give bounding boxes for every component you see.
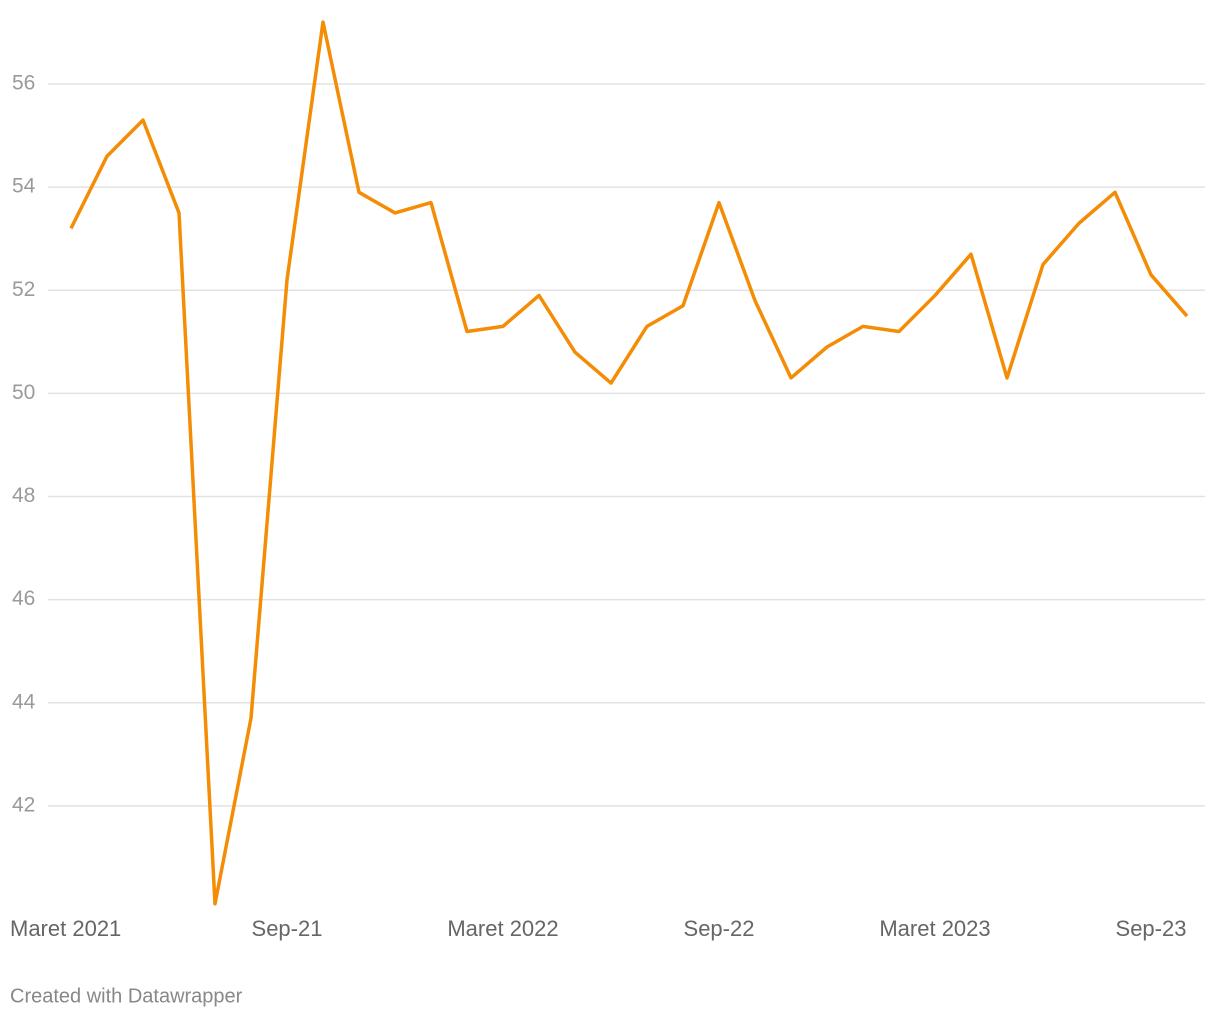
y-tick-label: 56 xyxy=(12,72,35,95)
y-tick-label: 50 xyxy=(12,381,35,404)
x-tick-label: Maret 2023 xyxy=(879,916,990,941)
y-tick-label: 42 xyxy=(12,793,35,816)
y-tick-label-bg xyxy=(8,70,48,99)
x-tick-label: Sep-21 xyxy=(252,916,323,941)
y-tick-label-bg xyxy=(8,688,48,717)
y-tick-label: 44 xyxy=(12,690,36,713)
y-tick-label: 52 xyxy=(12,278,35,301)
y-tick-label-bg xyxy=(8,379,48,408)
y-tick-label-bg xyxy=(8,791,48,820)
y-tick-label-bg xyxy=(8,482,48,511)
y-tick-label: 48 xyxy=(12,484,35,507)
credit: Created with Datawrapper xyxy=(10,985,243,1007)
y-tick-label-bg xyxy=(8,585,48,614)
y-tick-label: 54 xyxy=(12,175,36,198)
y-tick-label-bg xyxy=(8,276,48,305)
x-tick-label: Maret 2022 xyxy=(447,916,558,941)
y-tick-label: 46 xyxy=(12,587,35,610)
y-tick-label-bg xyxy=(8,173,48,202)
line xyxy=(69,20,1189,906)
x-tick-label: Sep-23 xyxy=(1116,916,1187,941)
x-tick-label: Sep-22 xyxy=(684,916,755,941)
x-tick-label: Maret 2021 xyxy=(10,916,121,941)
